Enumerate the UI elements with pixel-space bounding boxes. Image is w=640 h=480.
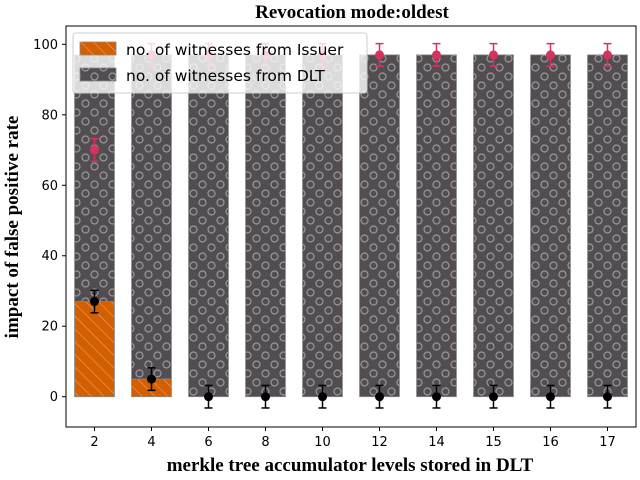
issuer-marker [603, 392, 612, 402]
issuer-marker [375, 392, 384, 402]
dlt-marker [489, 50, 498, 60]
bar-issuer-hatch [74, 301, 115, 398]
x-tick-label: 16 [542, 435, 559, 450]
dlt-marker [546, 50, 555, 60]
dlt-marker [432, 50, 441, 60]
issuer-marker [318, 392, 327, 402]
y-tick-label: 0 [50, 390, 58, 405]
plot-frame [65, 25, 637, 428]
x-tick-label: 17 [599, 435, 616, 450]
x-tick-label: 15 [485, 435, 502, 450]
bar-dlt-circles [587, 54, 628, 398]
y-tick-label: 100 [33, 38, 58, 53]
issuer-marker [147, 374, 156, 384]
x-tick-label: 12 [371, 435, 388, 450]
dlt-marker [603, 50, 612, 60]
issuer-marker [432, 392, 441, 402]
bar-dlt-circles [473, 54, 514, 398]
bar-dlt-circles [302, 54, 343, 398]
dlt-marker [90, 145, 99, 155]
issuer-marker [204, 392, 213, 402]
legend-swatch-issuer-hatch [80, 42, 116, 55]
legend-frame [72, 32, 368, 94]
legend-label-dlt: no. of witnesses from DLT [126, 67, 325, 85]
issuer-marker [489, 392, 498, 402]
bar-dlt-circles [245, 54, 286, 398]
y-axis: 0 20 40 60 80 100 [33, 38, 66, 405]
bar-dlt-circles [131, 54, 172, 380]
dlt-marker [375, 50, 384, 60]
issuer-marker [261, 392, 270, 402]
issuer-marker [546, 392, 555, 402]
chart-title: Revocation mode:oldest [255, 2, 449, 23]
bar-dlt-circles [188, 54, 229, 398]
legend-label-issuer: no. of witnesses from Issuer [126, 41, 344, 59]
bar-dlt-circles [359, 54, 400, 398]
y-tick-label: 40 [41, 249, 58, 264]
x-tick-label: 6 [204, 435, 212, 450]
x-tick-label: 8 [261, 435, 269, 450]
x-tick-label: 2 [90, 435, 98, 450]
y-tick-label: 20 [41, 320, 58, 335]
y-tick-label: 80 [41, 108, 58, 123]
x-tick-label: 14 [428, 435, 445, 450]
y-axis-label: impact of false positive rate [2, 116, 23, 339]
x-axis: 2 4 6 8 10 12 14 15 16 17 [90, 427, 616, 450]
y-tick-label: 60 [41, 179, 58, 194]
issuer-marker [90, 297, 99, 307]
legend-swatch-dlt-circles [80, 68, 116, 81]
legend: no. of witnesses from Issuer no. of witn… [72, 32, 368, 94]
x-tick-label: 4 [147, 435, 155, 450]
bars-layer [74, 54, 628, 398]
x-axis-label: merkle tree accumulator levels stored in… [167, 455, 534, 476]
bar-dlt-circles [416, 54, 457, 398]
x-tick-label: 10 [314, 435, 331, 450]
bar-dlt-circles [530, 54, 571, 398]
